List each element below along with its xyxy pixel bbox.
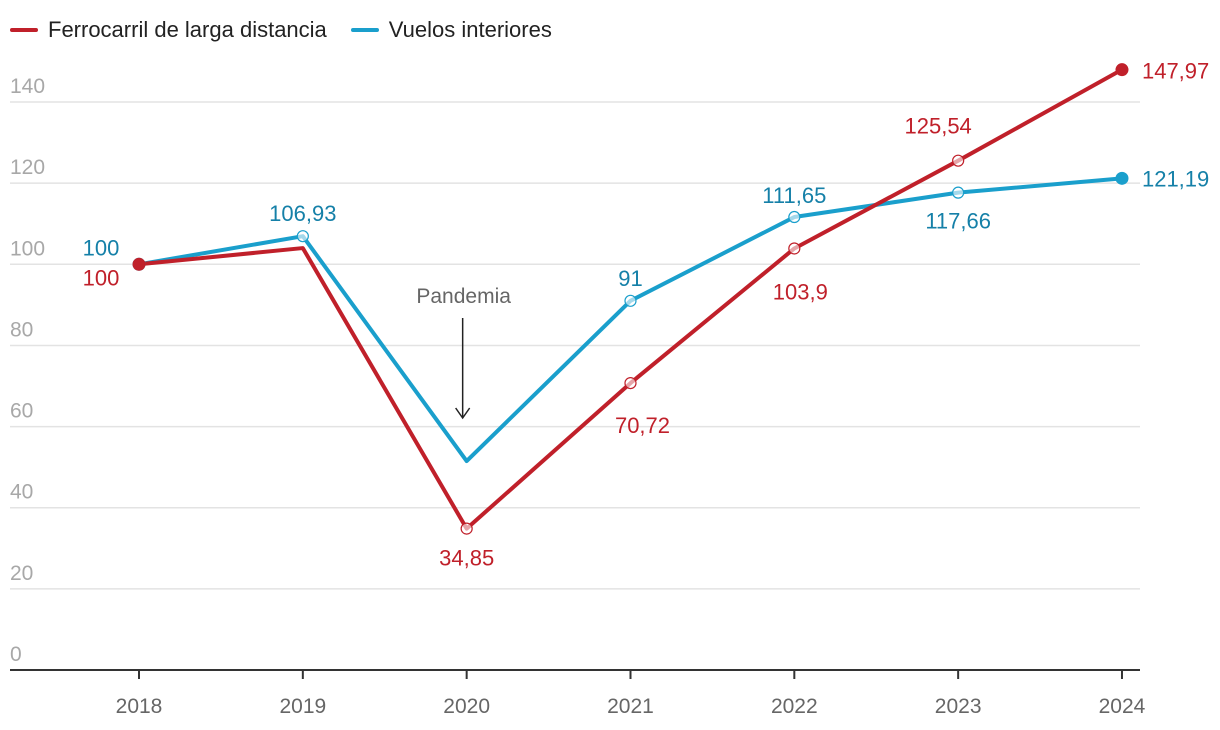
x-tick-label-2018: 2018 (116, 695, 163, 718)
y-tick-label-60: 60 (10, 400, 33, 423)
y-tick-label-120: 120 (10, 156, 45, 179)
data-label-flights-2024: 121,19 (1142, 166, 1209, 191)
y-tick-label-80: 80 (10, 318, 33, 341)
data-label-rail-2021: 70,72 (615, 413, 670, 438)
annotation-pandemia-label: Pandemia (416, 285, 511, 308)
y-tick-label-20: 20 (10, 562, 33, 585)
point-flights-2023 (952, 186, 965, 199)
legend-label-rail: Ferrocarril de larga distancia (48, 17, 327, 42)
data-label-rail-2018: 100 (83, 265, 120, 290)
data-label-rail-2022: 103,9 (773, 279, 828, 304)
x-tick-label-2022: 2022 (771, 695, 818, 718)
legend-item-rail: Ferrocarril de larga distancia (10, 17, 327, 43)
chart-legend: Ferrocarril de larga distancia Vuelos in… (10, 14, 552, 46)
data-label-rail-2020: 34,85 (439, 546, 494, 571)
data-label-flights-2019: 106,93 (269, 201, 336, 226)
data-label-rail-2024: 147,97 (1142, 59, 1209, 84)
data-label-flights-2018: 100 (83, 235, 120, 260)
x-tick-label-2021: 2021 (607, 695, 654, 718)
legend-swatch-flights (350, 28, 379, 32)
x-tick-label-2019: 2019 (279, 695, 326, 718)
point-rail-2022 (788, 242, 801, 255)
data-label-flights-2023: 117,66 (925, 209, 991, 234)
legend-label-flights: Vuelos interiores (388, 17, 552, 42)
x-tick-label-2024: 2024 (1099, 695, 1146, 718)
point-rail-2024 (1115, 63, 1129, 77)
y-tick-label-140: 140 (10, 75, 45, 98)
point-flights-2019 (296, 230, 309, 243)
legend-swatch-rail (10, 28, 38, 32)
point-rail-2020 (460, 522, 473, 535)
data-label-flights-2021: 91 (618, 266, 642, 291)
point-rail-2021 (624, 376, 637, 390)
y-tick-label-0: 0 (10, 643, 22, 666)
y-tick-label-40: 40 (10, 481, 33, 504)
point-rail-2018 (132, 257, 146, 271)
legend-item-flights: Vuelos interiores (350, 17, 552, 43)
x-tick-label-2020: 2020 (443, 695, 490, 718)
data-label-flights-2022: 111,65 (762, 183, 826, 208)
annotation-pandemia-arrow-head (455, 407, 471, 420)
point-rail-2023 (952, 154, 965, 167)
y-tick-label-100: 100 (10, 237, 45, 260)
point-flights-2024 (1115, 171, 1129, 185)
point-flights-2022 (788, 210, 801, 224)
point-flights-2021 (624, 294, 637, 307)
data-label-rail-2023: 125,54 (905, 114, 972, 139)
x-tick-label-2023: 2023 (935, 695, 982, 718)
